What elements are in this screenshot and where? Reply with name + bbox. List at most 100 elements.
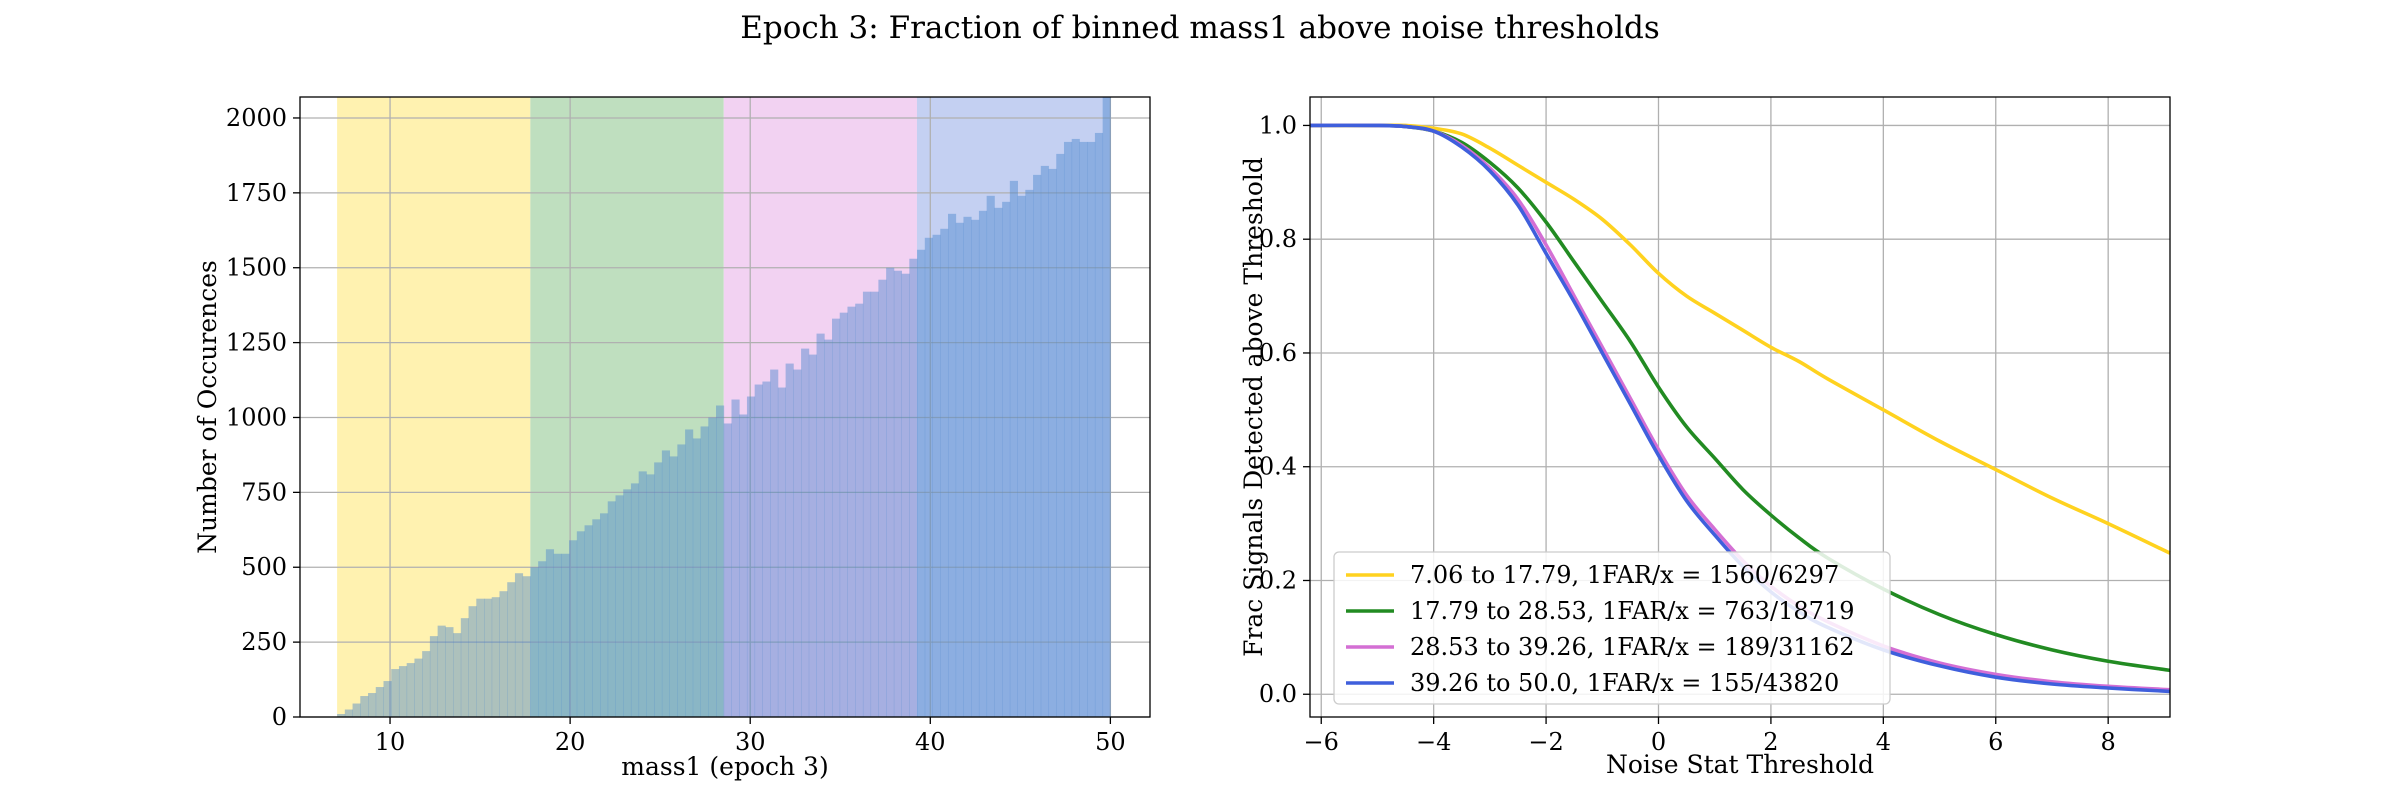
y-tick-label: 0.8: [1259, 225, 1297, 253]
x-tick-label: −2: [1528, 728, 1563, 756]
histogram-bar: [1079, 141, 1088, 717]
histogram-bar: [661, 450, 671, 717]
histogram-bar: [414, 658, 423, 717]
histogram-bar: [731, 399, 740, 717]
histogram-bar: [685, 429, 694, 717]
histogram-bar: [491, 597, 500, 717]
histogram-bar: [615, 495, 624, 717]
histogram-bar: [1048, 168, 1057, 718]
histogram-bar: [940, 228, 949, 717]
x-tick-label: 30: [735, 728, 766, 756]
histogram-bar: [777, 387, 787, 717]
histogram-bar: [1025, 189, 1034, 718]
x-tick-label: −4: [1416, 728, 1451, 756]
histogram-bar: [901, 273, 910, 717]
y-tick-label: 500: [241, 553, 287, 581]
histogram-bar: [1087, 141, 1096, 717]
histogram-bar: [723, 423, 732, 717]
histogram-bar: [947, 213, 957, 718]
line-frame: [1309, 96, 2171, 718]
mass-bin-region-1: [337, 97, 531, 717]
histogram-bar: [677, 444, 686, 717]
histogram-bar: [569, 540, 578, 717]
line-ticks: −6 −4 −2 0 2 4 6 8 0.0 0.2 0.4 0.6 0.8 1.0: [1259, 111, 2116, 756]
series-line-1: [1309, 123, 2171, 555]
histogram-bar: [978, 210, 988, 718]
histogram-bar: [553, 553, 562, 717]
mass-bin-region-2: [530, 97, 724, 717]
histogram-bar: [646, 474, 655, 717]
histogram-bar: [831, 318, 841, 717]
histogram-bar: [437, 625, 446, 717]
histogram-bar: [398, 666, 408, 717]
y-tick-label: 0.2: [1259, 566, 1297, 594]
x-tick-label: 40: [915, 728, 946, 756]
y-tick-label: 0.4: [1259, 453, 1297, 481]
histogram-bar: [460, 618, 469, 717]
histogram-bar: [499, 591, 508, 717]
y-tick-label: 750: [241, 478, 287, 506]
histogram-bar: [909, 258, 918, 717]
histogram-bar: [986, 195, 995, 717]
histogram-bar: [429, 636, 439, 717]
histogram-bar: [1017, 195, 1026, 717]
histogram-bar: [824, 339, 833, 717]
mass-bin-regions: [337, 97, 1111, 717]
y-tick-label: 250: [241, 628, 287, 656]
histogram-bar: [576, 531, 585, 717]
x-tick-label: 2: [1763, 728, 1778, 756]
mass-bin-region-4: [916, 97, 1111, 717]
line-series: [1309, 123, 2171, 694]
series-line-4: [1309, 123, 2171, 694]
x-tick-label: 4: [1876, 728, 1891, 756]
histogram-bar: [801, 348, 810, 717]
histogram-xlabel: mass1 (epoch 3): [621, 752, 828, 781]
y-tick-label: 1750: [226, 179, 287, 207]
histogram-bar: [344, 709, 353, 717]
histogram-bar: [932, 234, 941, 717]
histogram-bar: [839, 312, 848, 717]
histogram-frame: [299, 96, 1151, 718]
legend-entry: 28.53 to 39.26, 1FAR/x = 189/31162: [1410, 633, 1855, 661]
legend-entry: 39.26 to 50.0, 1FAR/x = 155/43820: [1410, 669, 1839, 697]
histogram-bar: [878, 279, 887, 717]
mass-bin-region-3: [723, 97, 917, 717]
histogram-bar: [545, 549, 555, 717]
histogram-bar: [522, 576, 531, 717]
detection-fraction-panel: −6 −4 −2 0 2 4 6 8 0.0 0.2 0.4 0.6 0.8 1.0 Noise Stat…: [1239, 96, 2171, 779]
histogram-bar: [785, 363, 794, 717]
histogram-bar: [924, 237, 933, 717]
histogram-bar: [383, 681, 392, 717]
histogram-bar: [600, 513, 609, 717]
histogram-bar: [793, 369, 802, 717]
y-tick-label: 1250: [226, 329, 287, 357]
histogram-bar: [1009, 180, 1018, 717]
histogram-bar: [561, 553, 570, 717]
histogram-bar: [422, 651, 431, 717]
histogram-bar: [538, 561, 547, 717]
histogram-bar: [630, 483, 640, 717]
x-tick-label: 0: [1651, 728, 1666, 756]
histogram-bar: [375, 687, 384, 717]
histogram-bar: [808, 354, 817, 717]
histogram-bar: [700, 426, 709, 717]
y-tick-label: 0.6: [1259, 339, 1297, 367]
histogram-bar: [623, 489, 632, 717]
histogram-bar: [862, 291, 872, 717]
histogram-bar: [917, 249, 926, 718]
series-line-2: [1309, 123, 2171, 673]
histogram-bar: [484, 598, 493, 717]
histogram-bar: [1033, 174, 1042, 717]
histogram-bar: [391, 669, 400, 717]
histogram-ylabel: Number of Occurences: [193, 260, 222, 554]
histogram-bar: [847, 306, 856, 717]
histogram-bar: [406, 663, 415, 717]
histogram-bar: [507, 582, 516, 717]
histogram-bar: [754, 384, 763, 717]
histogram-panel: 10 20 30 40 50025050075010001250150017502000…: [193, 96, 1151, 781]
x-tick-label: 8: [2101, 728, 2116, 756]
histogram-bar: [770, 369, 779, 717]
histogram-bar: [453, 633, 462, 717]
x-tick-label: 6: [1988, 728, 2003, 756]
